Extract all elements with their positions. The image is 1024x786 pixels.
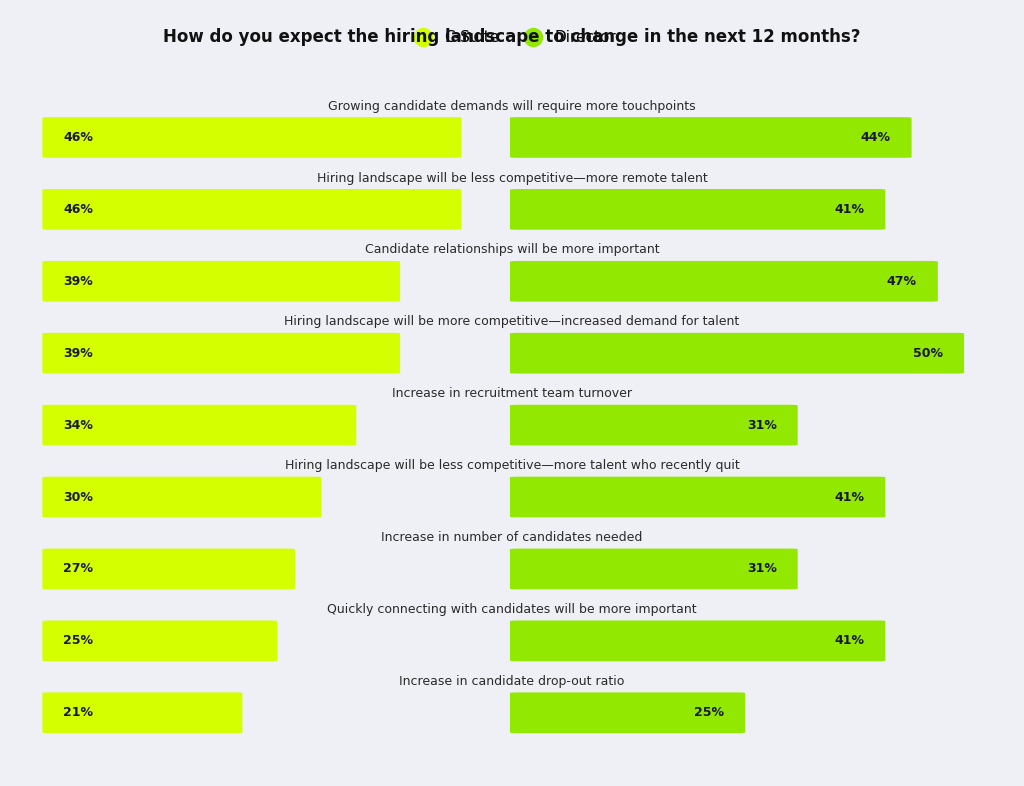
FancyBboxPatch shape [42,405,356,446]
Text: 30%: 30% [63,490,93,504]
Text: 39%: 39% [63,347,93,360]
Text: 21%: 21% [63,707,93,719]
Text: 46%: 46% [63,203,93,216]
FancyBboxPatch shape [42,692,243,733]
Text: 41%: 41% [835,634,864,648]
FancyBboxPatch shape [42,476,322,517]
FancyBboxPatch shape [510,189,886,230]
Text: 50%: 50% [913,347,943,360]
Text: Candidate relationships will be more important: Candidate relationships will be more imp… [365,244,659,256]
FancyBboxPatch shape [510,549,798,590]
Text: 47%: 47% [887,275,916,288]
Text: 41%: 41% [835,490,864,504]
Text: Hiring landscape will be more competitive—increased demand for talent: Hiring landscape will be more competitiv… [285,315,739,329]
Text: Increase in candidate drop-out ratio: Increase in candidate drop-out ratio [399,675,625,688]
Text: Increase in recruitment team turnover: Increase in recruitment team turnover [392,387,632,400]
Text: 25%: 25% [694,707,724,719]
FancyBboxPatch shape [42,549,295,590]
Text: 27%: 27% [63,563,93,575]
FancyBboxPatch shape [42,189,462,230]
Text: 34%: 34% [63,419,93,432]
Legend: C-Suite, Director: C-Suite, Director [401,24,623,51]
Text: Hiring landscape will be less competitive—more talent who recently quit: Hiring landscape will be less competitiv… [285,459,739,472]
Text: Quickly connecting with candidates will be more important: Quickly connecting with candidates will … [328,603,696,616]
Text: 31%: 31% [746,419,776,432]
Text: 25%: 25% [63,634,93,648]
Text: 44%: 44% [860,131,891,144]
Text: 46%: 46% [63,131,93,144]
FancyBboxPatch shape [42,332,400,373]
Text: Growing candidate demands will require more touchpoints: Growing candidate demands will require m… [328,100,696,112]
FancyBboxPatch shape [510,117,911,158]
Text: Hiring landscape will be less competitive—more remote talent: Hiring landscape will be less competitiv… [316,171,708,185]
FancyBboxPatch shape [42,117,462,158]
Text: Increase in number of candidates needed: Increase in number of candidates needed [381,531,643,544]
FancyBboxPatch shape [42,620,278,661]
FancyBboxPatch shape [510,476,886,517]
Text: 31%: 31% [746,563,776,575]
FancyBboxPatch shape [510,692,745,733]
FancyBboxPatch shape [42,261,400,302]
Text: 39%: 39% [63,275,93,288]
Text: 41%: 41% [835,203,864,216]
FancyBboxPatch shape [510,261,938,302]
FancyBboxPatch shape [510,620,886,661]
FancyBboxPatch shape [510,332,965,373]
FancyBboxPatch shape [510,405,798,446]
Text: How do you expect the hiring landscape to change in the next 12 months?: How do you expect the hiring landscape t… [163,28,861,46]
